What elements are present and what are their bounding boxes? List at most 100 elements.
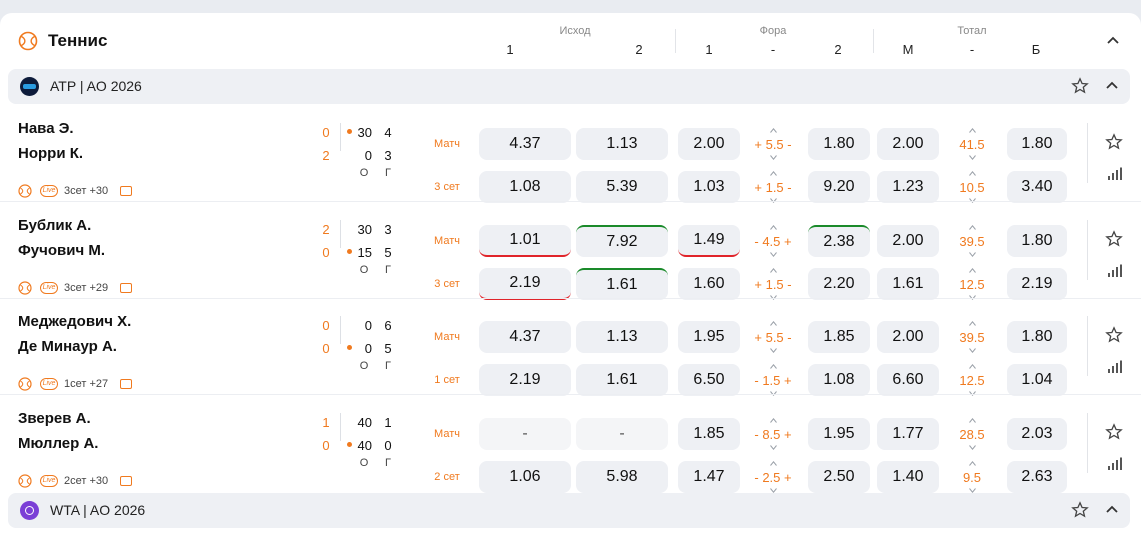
line-up-icon[interactable]: [969, 461, 976, 466]
odds-cell-o2[interactable]: 1.61: [576, 268, 668, 300]
odds-cell-h2[interactable]: 2.38: [808, 225, 870, 257]
player-1-name[interactable]: Зверев А.: [18, 410, 91, 427]
stats-icon[interactable]: [1107, 167, 1123, 181]
total-line[interactable]: 10.5: [939, 171, 1005, 203]
odds-cell-tb[interactable]: 2.03: [1007, 418, 1067, 450]
odds-cell-h1[interactable]: 1.60: [678, 268, 740, 300]
chevron-up-icon[interactable]: [1103, 501, 1121, 519]
line-up-icon[interactable]: [770, 364, 777, 369]
line-down-icon[interactable]: [969, 445, 976, 450]
line-down-icon[interactable]: [969, 488, 976, 493]
odds-cell-h1[interactable]: 1.49: [678, 225, 740, 257]
line-down-icon[interactable]: [770, 198, 777, 203]
line-down-icon[interactable]: [969, 348, 976, 353]
total-line[interactable]: 39.5: [939, 225, 1005, 257]
handicap-line[interactable]: - 8.5 +: [740, 418, 806, 450]
line-up-icon[interactable]: [969, 364, 976, 369]
line-down-icon[interactable]: [969, 295, 976, 300]
star-icon[interactable]: [1071, 501, 1089, 519]
odds-cell-tm[interactable]: 6.60: [877, 364, 939, 396]
match-row[interactable]: Бублик А. Фучович М. 2 0 30 15 3 5 О Г Live 3сет +2…: [0, 202, 1141, 300]
star-icon[interactable]: [1071, 77, 1089, 95]
odds-cell-tm[interactable]: 2.00: [877, 225, 939, 257]
line-down-icon[interactable]: [770, 348, 777, 353]
odds-cell-o1[interactable]: 4.37: [479, 128, 571, 160]
odds-cell-h1[interactable]: 6.50: [678, 364, 740, 396]
odds-cell-h2[interactable]: 1.08: [808, 364, 870, 396]
line-up-icon[interactable]: [969, 268, 976, 273]
odds-cell-tm[interactable]: 2.00: [877, 321, 939, 353]
player-2-name[interactable]: Мюллер А.: [18, 435, 99, 452]
odds-cell-o2[interactable]: 5.98: [576, 461, 668, 493]
line-up-icon[interactable]: [770, 418, 777, 423]
line-up-icon[interactable]: [969, 321, 976, 326]
line-down-icon[interactable]: [770, 252, 777, 257]
star-icon[interactable]: [1105, 326, 1123, 344]
league-bar-wta[interactable]: WTA | AO 2026: [8, 493, 1130, 528]
line-up-icon[interactable]: [770, 225, 777, 230]
line-down-icon[interactable]: [969, 155, 976, 160]
tv-icon[interactable]: [120, 283, 132, 293]
handicap-line[interactable]: + 1.5 -: [740, 268, 806, 300]
chevron-up-icon[interactable]: [1104, 32, 1122, 50]
total-line[interactable]: 9.5: [939, 461, 1005, 493]
match-row[interactable]: Нава Э. Норри К. 0 2 30 0 4 3 О Г Live 3сет +30 Матч…: [0, 105, 1141, 203]
odds-cell-tm[interactable]: 2.00: [877, 128, 939, 160]
odds-cell-h2[interactable]: 1.80: [808, 128, 870, 160]
odds-cell-tb[interactable]: 2.63: [1007, 461, 1067, 493]
odds-cell-h2[interactable]: 1.95: [808, 418, 870, 450]
player-2-name[interactable]: Фучович М.: [18, 242, 105, 259]
odds-cell-o1[interactable]: 2.19: [479, 364, 571, 396]
odds-cell-tb[interactable]: 3.40: [1007, 171, 1067, 203]
odds-cell-tm[interactable]: 1.77: [877, 418, 939, 450]
player-1-name[interactable]: Нава Э.: [18, 120, 74, 137]
star-icon[interactable]: [1105, 230, 1123, 248]
star-icon[interactable]: [1105, 423, 1123, 441]
odds-cell-tb[interactable]: 1.80: [1007, 128, 1067, 160]
handicap-line[interactable]: - 1.5 +: [740, 364, 806, 396]
odds-cell-o1[interactable]: 2.19: [479, 268, 571, 300]
odds-cell-h1[interactable]: 2.00: [678, 128, 740, 160]
line-down-icon[interactable]: [770, 155, 777, 160]
odds-cell-o2[interactable]: 1.13: [576, 128, 668, 160]
handicap-line[interactable]: + 5.5 -: [740, 321, 806, 353]
odds-cell-o2[interactable]: -: [576, 418, 668, 450]
player-1-name[interactable]: Бублик А.: [18, 217, 92, 234]
odds-cell-o1[interactable]: 1.08: [479, 171, 571, 203]
odds-cell-o1[interactable]: -: [479, 418, 571, 450]
total-line[interactable]: 28.5: [939, 418, 1005, 450]
odds-cell-o2[interactable]: 1.61: [576, 364, 668, 396]
line-down-icon[interactable]: [969, 198, 976, 203]
odds-cell-h2[interactable]: 2.20: [808, 268, 870, 300]
total-line[interactable]: 12.5: [939, 268, 1005, 300]
player-2-name[interactable]: Де Минаур А.: [18, 338, 117, 355]
league-bar-atp[interactable]: ATP | AO 2026: [8, 69, 1130, 104]
odds-cell-h1[interactable]: 1.03: [678, 171, 740, 203]
odds-cell-h1[interactable]: 1.85: [678, 418, 740, 450]
odds-cell-o2[interactable]: 7.92: [576, 225, 668, 257]
tv-icon[interactable]: [120, 186, 132, 196]
odds-cell-tb[interactable]: 1.04: [1007, 364, 1067, 396]
line-up-icon[interactable]: [770, 171, 777, 176]
handicap-line[interactable]: + 5.5 -: [740, 128, 806, 160]
player-1-name[interactable]: Меджедович Х.: [18, 313, 132, 330]
stats-icon[interactable]: [1107, 264, 1123, 278]
line-down-icon[interactable]: [969, 391, 976, 396]
line-down-icon[interactable]: [969, 252, 976, 257]
odds-cell-o1[interactable]: 1.01: [479, 225, 571, 257]
line-up-icon[interactable]: [969, 225, 976, 230]
odds-cell-tm[interactable]: 1.23: [877, 171, 939, 203]
odds-cell-tb[interactable]: 1.80: [1007, 321, 1067, 353]
line-up-icon[interactable]: [969, 418, 976, 423]
line-down-icon[interactable]: [770, 391, 777, 396]
chevron-up-icon[interactable]: [1103, 77, 1121, 95]
tv-icon[interactable]: [120, 476, 132, 486]
odds-cell-o2[interactable]: 5.39: [576, 171, 668, 203]
handicap-line[interactable]: - 2.5 +: [740, 461, 806, 493]
player-2-name[interactable]: Норри К.: [18, 145, 84, 162]
line-up-icon[interactable]: [969, 171, 976, 176]
odds-cell-h2[interactable]: 2.50: [808, 461, 870, 493]
odds-cell-tm[interactable]: 1.40: [877, 461, 939, 493]
total-line[interactable]: 41.5: [939, 128, 1005, 160]
match-row[interactable]: Зверев А. Мюллер А. 1 0 40 40 1 0 О Г Live 2сет +30…: [0, 395, 1141, 493]
